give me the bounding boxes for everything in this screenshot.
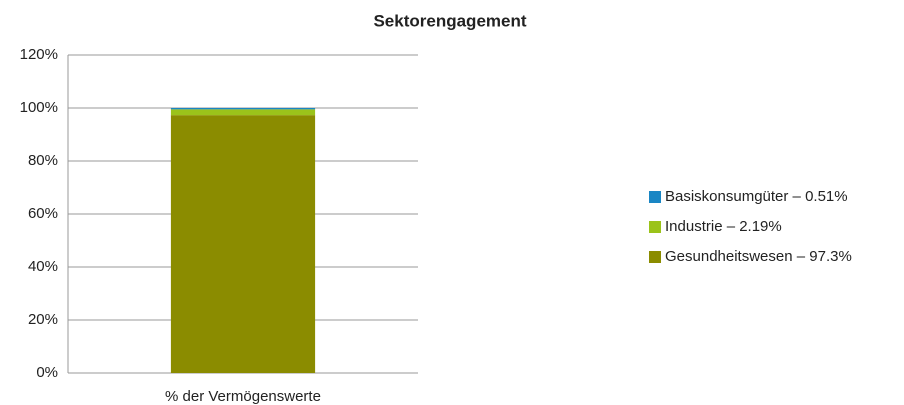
y-tick-label: 20% bbox=[28, 311, 58, 328]
bar-segment bbox=[170, 115, 316, 373]
y-tick-label: 80% bbox=[28, 152, 58, 169]
legend-swatch bbox=[649, 191, 661, 203]
y-tick-label: 40% bbox=[28, 258, 58, 275]
bar-segment bbox=[170, 109, 316, 116]
y-tick-label: 60% bbox=[28, 205, 58, 222]
chart-title: Sektorengagement bbox=[373, 11, 526, 30]
bar-segment bbox=[170, 108, 316, 110]
y-tick-label: 100% bbox=[20, 99, 58, 116]
legend-swatch bbox=[649, 221, 661, 233]
y-tick-label: 120% bbox=[20, 46, 58, 63]
legend-swatch bbox=[649, 251, 661, 263]
legend-label: Gesundheitswesen – 97.3% bbox=[665, 248, 852, 265]
x-tick-label: % der Vermögenswerte bbox=[165, 388, 321, 405]
y-tick-label: 0% bbox=[36, 364, 58, 381]
legend-label: Basiskonsumgüter – 0.51% bbox=[665, 188, 848, 205]
legend-label: Industrie – 2.19% bbox=[665, 218, 782, 235]
